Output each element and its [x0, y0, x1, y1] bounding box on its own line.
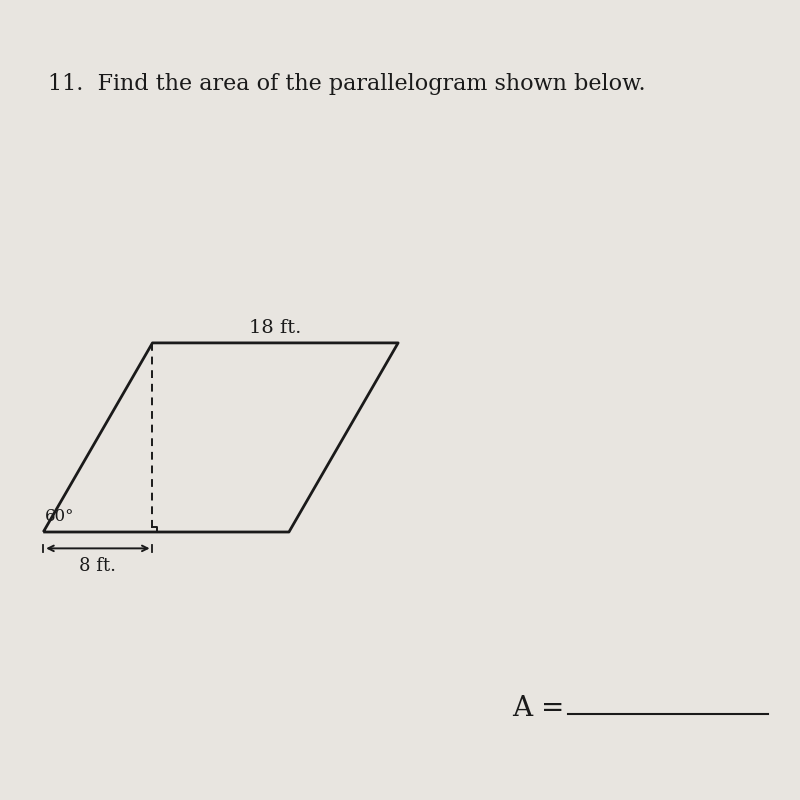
Text: 11.  Find the area of the parallelogram shown below.: 11. Find the area of the parallelogram s…: [48, 73, 646, 95]
Text: A =: A =: [512, 694, 564, 722]
Text: 8 ft.: 8 ft.: [79, 557, 116, 574]
Text: 18 ft.: 18 ft.: [249, 319, 302, 338]
Text: 60°: 60°: [46, 508, 75, 525]
